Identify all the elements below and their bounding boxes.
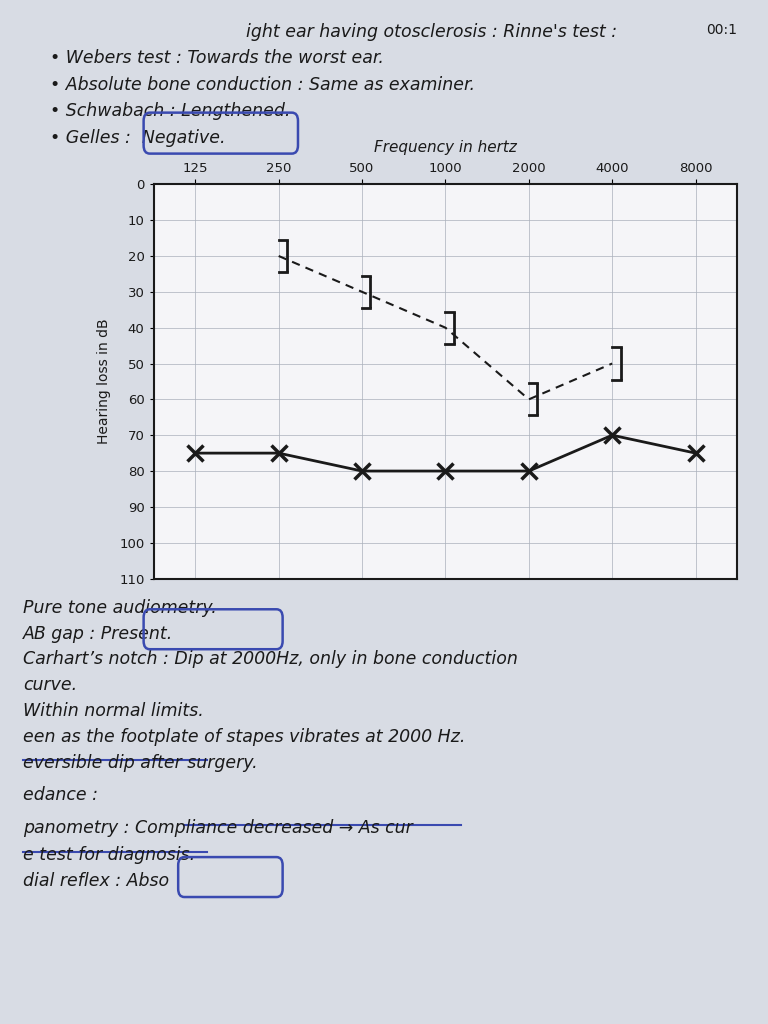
Text: AB gap : Present.: AB gap : Present. <box>23 625 174 643</box>
Y-axis label: Hearing loss in dB: Hearing loss in dB <box>97 318 111 444</box>
Text: curve.: curve. <box>23 676 77 694</box>
Text: dial reflex : Abso: dial reflex : Abso <box>23 872 169 891</box>
Text: panometry : Compliance decreased → As cur: panometry : Compliance decreased → As cu… <box>23 819 412 838</box>
Text: een as the footplate of stapes vibrates at 2000 Hz.: een as the footplate of stapes vibrates … <box>23 728 465 746</box>
Text: ight ear having otosclerosis : Rinne's test :: ight ear having otosclerosis : Rinne's t… <box>246 23 617 41</box>
X-axis label: Frequency in hertz: Frequency in hertz <box>374 140 517 155</box>
Text: • Gelles :  Negative.: • Gelles : Negative. <box>50 129 226 147</box>
Text: eversible dip after surgery.: eversible dip after surgery. <box>23 754 258 772</box>
Text: e test for diagnosis.: e test for diagnosis. <box>23 846 195 864</box>
Text: • Schwabach : Lengthened.: • Schwabach : Lengthened. <box>50 102 290 121</box>
Text: Carhart’s notch : Dip at 2000Hz, only in bone conduction: Carhart’s notch : Dip at 2000Hz, only in… <box>23 650 518 669</box>
Text: Within normal limits.: Within normal limits. <box>23 702 204 721</box>
Text: 00:1: 00:1 <box>707 23 737 37</box>
Text: • Webers test : Towards the worst ear.: • Webers test : Towards the worst ear. <box>50 49 384 68</box>
Text: • Absolute bone conduction : Same as examiner.: • Absolute bone conduction : Same as exa… <box>50 76 475 94</box>
Text: edance :: edance : <box>23 786 98 805</box>
Text: Pure tone audiometry.: Pure tone audiometry. <box>23 599 217 617</box>
